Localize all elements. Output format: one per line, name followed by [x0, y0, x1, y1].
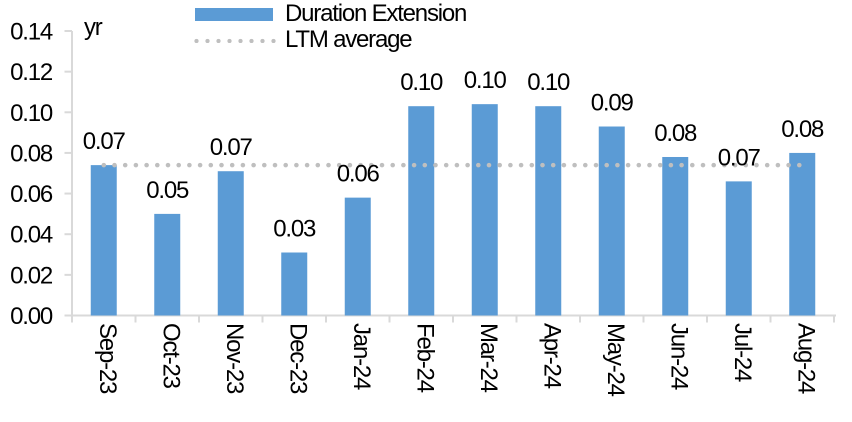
- y-axis-tick-label: 0.02: [10, 262, 53, 289]
- x-axis-tick-label: Sep-23: [94, 323, 121, 394]
- y-axis-tick-label: 0.08: [10, 140, 53, 167]
- bar-feb-24: [408, 106, 435, 316]
- bar-may-24: [598, 126, 625, 316]
- x-axis-tick-label: Oct-23: [157, 323, 184, 389]
- x-axis-tick-label: Mar-24: [475, 323, 502, 393]
- bar-jun-24: [662, 156, 689, 316]
- bar-oct-23: [154, 213, 181, 316]
- x-axis-tick-label: May-24: [602, 323, 629, 397]
- y-axis-tick-label: 0.06: [10, 181, 53, 208]
- bar-sep-23: [90, 165, 117, 316]
- legend-item-ltm-average: LTM average: [189, 26, 466, 53]
- bar-swatch-icon: [195, 7, 273, 21]
- bar-value-label: 0.03: [273, 216, 316, 243]
- y-axis-tick-label: 0.04: [10, 222, 53, 249]
- bar-value-label: 0.10: [527, 69, 570, 96]
- bar-mar-24: [471, 104, 498, 316]
- x-axis-tick-label: Nov-23: [221, 323, 248, 394]
- x-axis-tick-label: Dec-23: [284, 323, 311, 394]
- bar-value-label: 0.08: [654, 120, 697, 147]
- x-axis-tick-label: Apr-24: [538, 323, 565, 389]
- x-axis-tick-label: Jul-24: [729, 323, 756, 382]
- bar-value-label: 0.10: [464, 67, 507, 94]
- y-axis-tick-label: 0.00: [10, 303, 53, 330]
- bar-value-label: 0.07: [718, 144, 761, 171]
- bar-dec-23: [281, 252, 308, 316]
- bar-value-label: 0.08: [781, 116, 824, 143]
- bar-value-label: 0.07: [210, 134, 253, 161]
- x-axis-tick-label: Jan-24: [348, 323, 375, 390]
- bar-value-label: 0.05: [146, 177, 189, 204]
- bar-apr-24: [535, 106, 562, 316]
- bar-jan-24: [344, 197, 371, 316]
- legend: Duration Extension LTM average: [189, 0, 467, 53]
- x-axis-tick-label: Aug-24: [792, 323, 819, 394]
- bar-value-label: 0.10: [400, 69, 443, 96]
- y-axis-tick-label: 0.14: [10, 19, 53, 46]
- dotted-line-icon: [189, 37, 277, 43]
- bar-nov-23: [217, 171, 244, 316]
- y-axis-unit-label: yr: [84, 14, 103, 41]
- y-axis-tick-label: 0.12: [10, 59, 53, 86]
- bar-aug-24: [789, 152, 816, 316]
- x-axis-tick-label: Jun-24: [665, 323, 692, 390]
- bar-value-label: 0.09: [591, 90, 634, 117]
- legend-label-ltm-average: LTM average: [285, 26, 413, 53]
- legend-item-duration-extension: Duration Extension: [189, 0, 467, 27]
- bar-value-label: 0.07: [83, 128, 126, 155]
- y-axis-tick-label: 0.10: [10, 100, 53, 127]
- bar-jul-24: [725, 181, 752, 316]
- bar-value-label: 0.06: [337, 161, 380, 188]
- x-axis-tick-label: Feb-24: [411, 323, 438, 393]
- legend-label-duration-extension: Duration Extension: [285, 0, 467, 27]
